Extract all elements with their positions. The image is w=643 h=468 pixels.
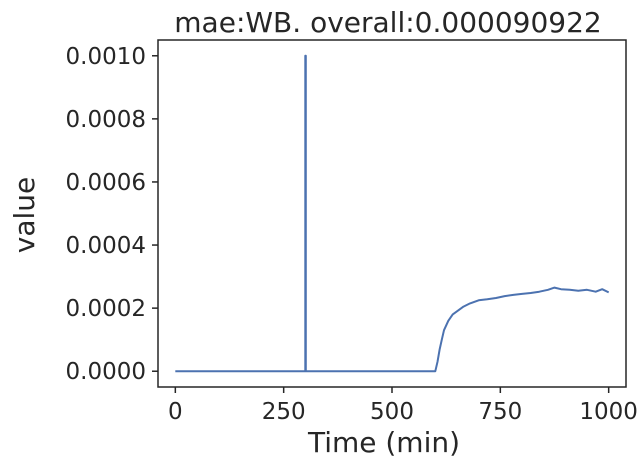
- axes-spines: [157, 39, 627, 388]
- y-tick-label: 0.0000: [66, 359, 146, 385]
- x-tick-label: 500: [370, 399, 414, 425]
- y-tick-label: 0.0010: [66, 44, 146, 70]
- y-axis-label: value: [8, 177, 41, 253]
- series-group: [175, 54, 610, 373]
- series-line-0: [175, 54, 610, 373]
- x-axis-label: Time (min): [307, 426, 460, 459]
- x-axis: 0 250 500 750 1000: [168, 387, 638, 425]
- y-tick-label: 0.0008: [66, 107, 146, 133]
- chart-title: mae:WB. overall:0.000090922: [174, 6, 601, 39]
- y-tick-label: 0.0004: [66, 233, 146, 259]
- x-tick-label: 0: [168, 399, 183, 425]
- y-tick-label: 0.0006: [66, 170, 146, 196]
- x-tick-label: 750: [478, 399, 522, 425]
- y-axis: 0.0000 0.0002 0.0004 0.0006 0.0008 0.0010: [66, 44, 158, 385]
- y-tick-label: 0.0002: [66, 296, 146, 322]
- plot-area: 0 250 500 750 1000 0.00000.00020.00040.00060…: [66, 39, 638, 425]
- x-tick-label: 1000: [579, 399, 638, 425]
- x-tick-label: 250: [262, 399, 306, 425]
